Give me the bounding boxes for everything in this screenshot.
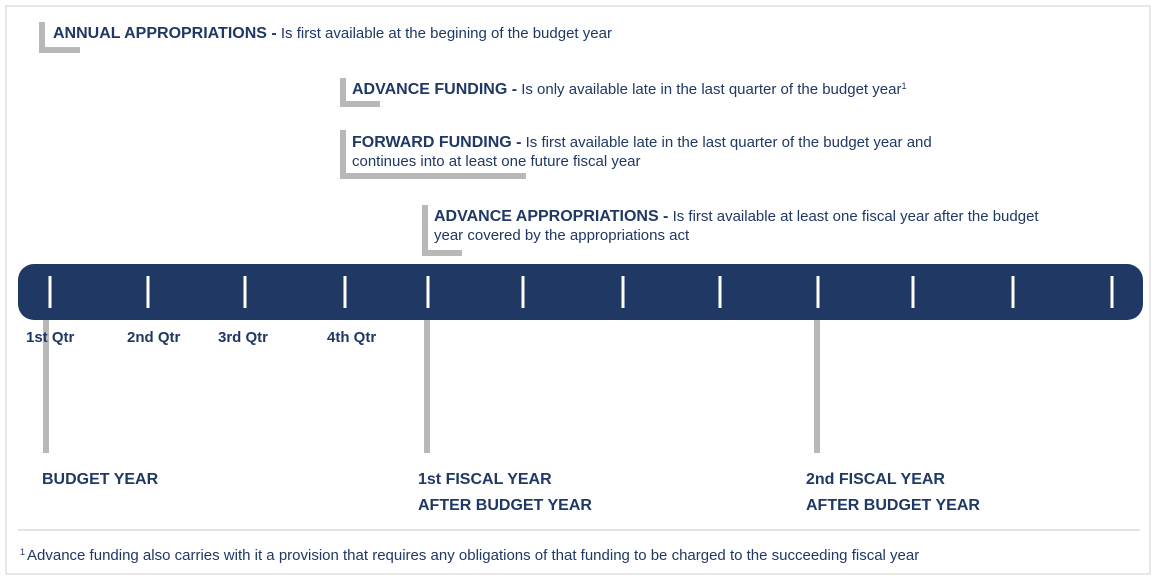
item: ANNUAL APPROPRIATIONS - Is first availab… <box>53 25 612 42</box>
bracket <box>422 205 462 256</box>
quarter-label: 3rd Qtr <box>218 329 268 346</box>
note-marker: 1 <box>901 81 906 91</box>
timeline-ticks <box>48 276 1114 308</box>
item: ADVANCE FUNDING - Is only available late… <box>352 81 906 98</box>
desc: Is first available late in the last quar… <box>526 134 932 151</box>
bracket <box>340 130 526 179</box>
year-label: BUDGET YEAR <box>42 471 159 488</box>
footnote: 1 Advance funding also carries with it a … <box>20 547 919 564</box>
year-label: 1st FISCAL YEAR <box>418 471 552 488</box>
term: ADVANCE APPROPRIATIONS - <box>434 208 668 225</box>
desc: continues into at least one future fisca… <box>352 153 641 170</box>
bracket <box>340 78 380 107</box>
timeline-bar <box>18 264 1143 320</box>
item: ADVANCE APPROPRIATIONS - Is first availa… <box>434 208 1039 225</box>
desc: Is only available late in the last quart… <box>521 81 901 98</box>
desc: Is first available at the begining of th… <box>281 25 612 42</box>
desc: year covered by the appropriations act <box>434 227 690 244</box>
term: ADVANCE FUNDING - <box>352 81 517 98</box>
quarter-label: 1st Qtr <box>26 329 75 346</box>
year-label: AFTER BUDGET YEAR <box>418 497 592 514</box>
frame <box>5 5 1151 575</box>
note-marker: 1 <box>20 547 25 557</box>
quarter-label: 4th Qtr <box>327 329 376 346</box>
year-label: 2nd FISCAL YEAR <box>806 471 945 488</box>
term: ANNUAL APPROPRIATIONS - <box>53 25 277 42</box>
item: FORWARD FUNDING - Is first available lat… <box>352 134 932 151</box>
year-label: AFTER BUDGET YEAR <box>806 497 980 514</box>
footnote-text: Advance funding also carries with it a p… <box>27 547 919 564</box>
bracket <box>39 22 80 53</box>
term: FORWARD FUNDING - <box>352 134 521 151</box>
desc: Is first available at least one fiscal y… <box>673 208 1040 225</box>
quarter-label: 2nd Qtr <box>127 329 180 346</box>
